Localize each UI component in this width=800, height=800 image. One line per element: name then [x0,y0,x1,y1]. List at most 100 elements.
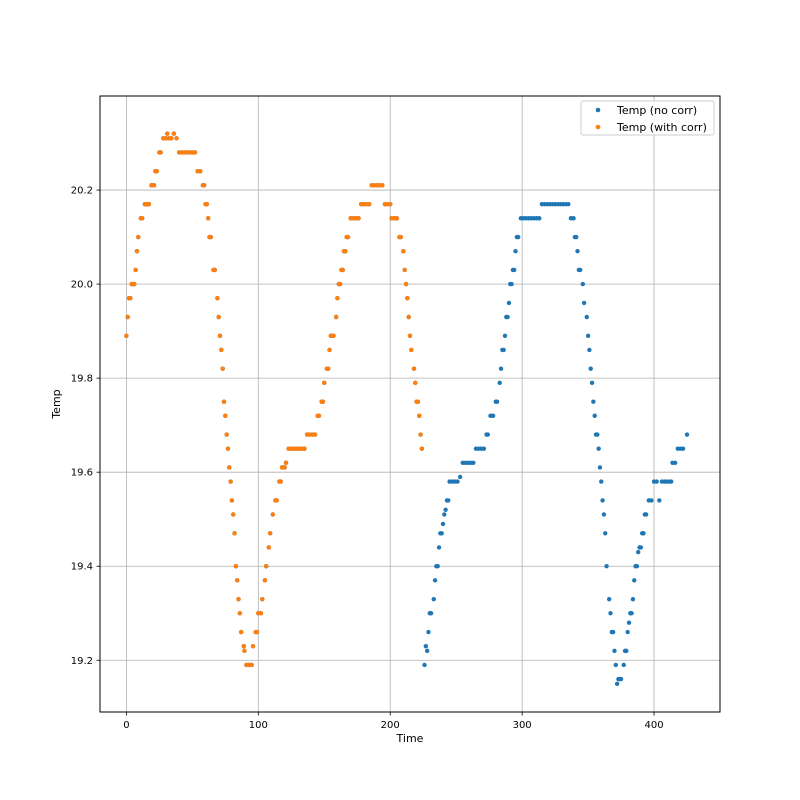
data-point [388,201,393,207]
data-point [219,347,224,353]
data-point [224,432,229,437]
data-point [333,314,339,320]
data-point [603,531,608,536]
data-point [266,545,272,550]
data-point [366,201,372,207]
data-point [498,366,504,371]
data-point [380,183,385,188]
data-point [125,314,130,320]
data-point [502,333,508,339]
data-point [497,380,502,386]
data-point [513,248,518,254]
data-point [505,314,510,320]
legend-marker-no-corr [595,107,601,113]
data-point [600,498,605,503]
data-point [657,498,662,503]
data-point [133,267,138,273]
data-point [575,248,580,254]
data-point [260,596,265,602]
data-point [335,296,340,301]
data-point [610,629,616,635]
data-point [624,648,629,654]
data-point [415,399,421,404]
data-point [233,564,239,569]
data-point [258,611,264,616]
data-point [426,629,431,635]
data-point [302,446,307,451]
y-tick-label: 20.2 [71,186,93,197]
data-point [174,136,179,141]
data-point [192,150,198,155]
data-point [629,611,634,616]
data-point [581,300,587,306]
data-point [140,216,145,221]
data-point [613,662,618,668]
data-point [409,347,414,353]
data-point [232,531,237,536]
data-point [457,474,463,480]
gridlines [100,96,720,712]
data-point [411,366,417,371]
x-tick-label: 100 [249,720,268,731]
y-tick-label: 20.0 [71,280,93,291]
data-point [621,662,626,668]
data-point [417,413,422,418]
data-point [625,629,630,635]
data-point [337,281,343,287]
axis-ticks: 0 100 200 300 400 19.2 19.4 19.6 19.8 20.0 20.2 [71,186,664,731]
data-point [649,498,654,503]
data-point [312,432,318,437]
data-point [574,234,579,240]
y-axis-label: Temp [50,389,63,419]
data-point [634,564,640,569]
data-point [638,545,644,550]
data-point [428,611,434,616]
legend-label-no-corr: Temp (no corr) [616,104,697,117]
data-point [343,248,348,254]
data-point [356,216,361,221]
data-point [596,446,601,451]
data-point [212,267,217,273]
data-point [490,413,496,418]
data-point [204,201,210,207]
data-point [589,380,595,386]
data-point [537,216,542,221]
data-point [124,333,129,339]
data-point [668,479,674,484]
data-point [515,234,521,240]
data-point [405,296,410,301]
x-tick-label: 200 [381,720,400,731]
data-point [595,432,600,437]
data-point [446,498,451,503]
data-point [225,446,231,451]
data-point [636,549,641,555]
data-point [215,296,220,301]
data-point [601,512,607,517]
data-point [249,662,254,668]
data-point [419,446,425,451]
data-point [154,169,159,174]
data-point [151,183,157,188]
data-point [202,183,207,188]
data-point [440,521,446,527]
legend-box [580,100,715,136]
y-tick-label: 19.6 [71,468,93,479]
data-point [236,596,241,602]
data-point [584,314,589,320]
data-point [227,465,232,470]
data-point [614,681,620,686]
data-point [208,234,214,240]
data-point [403,281,409,287]
data-point [632,578,637,583]
data-point [591,399,596,404]
data-point [223,413,228,418]
data-points [124,131,690,686]
data-point [580,281,586,287]
data-point [237,611,243,616]
data-point [241,643,246,649]
data-point [217,333,223,339]
data-point [171,131,177,136]
data-point [612,648,617,654]
x-tick-label: 400 [644,720,663,731]
